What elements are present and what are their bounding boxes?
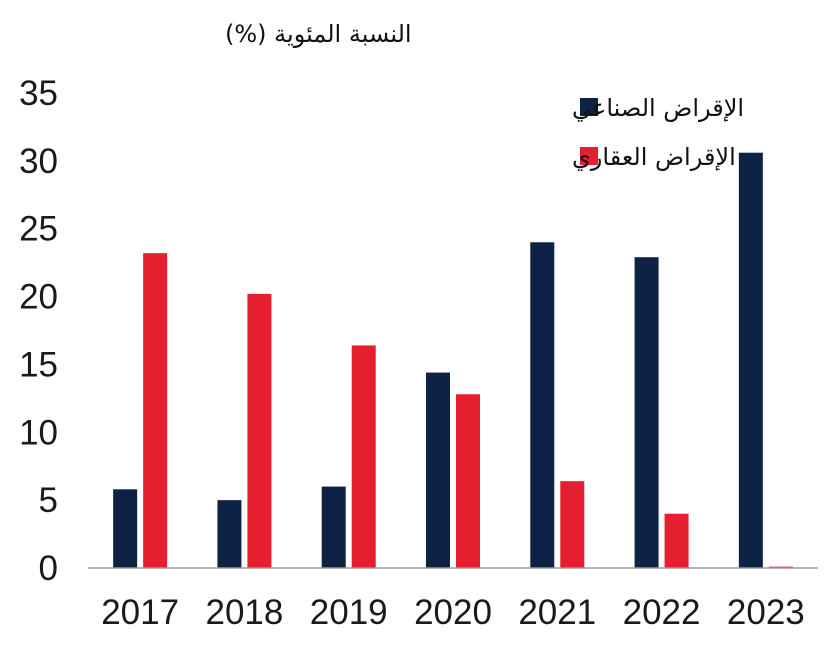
bar-industrial-2017: [113, 489, 138, 568]
x-axis-ticks: 2017 2018 2019 2020 2021 2022 2023: [101, 593, 805, 632]
y-tick-label: 0: [39, 549, 58, 588]
x-tick-label: 2022: [623, 593, 701, 632]
plot-area: [113, 152, 793, 569]
legend-swatch: [580, 147, 598, 165]
bar-industrial-2021: [530, 242, 555, 569]
y-axis-ticks: 0 5 10 15 20 25 30 35: [19, 74, 58, 588]
bar-industrial-2022: [634, 257, 659, 568]
y-tick-label: 25: [19, 210, 58, 249]
bar-real-estate-2017: [143, 253, 168, 568]
y-tick-label: 30: [19, 142, 58, 181]
y-tick-label: 5: [39, 481, 58, 520]
bar-real-estate-2019: [351, 345, 376, 568]
y-axis-title: النسبة المئوية (%): [225, 20, 412, 48]
bar-industrial-2019: [321, 486, 346, 568]
legend: الإقراض الصناعي الإقراض العقاري: [572, 94, 744, 171]
legend-swatch: [580, 98, 598, 116]
x-tick-label: 2021: [518, 593, 596, 632]
x-tick-label: 2020: [414, 593, 492, 632]
x-tick-label: 2018: [205, 593, 283, 632]
y-tick-label: 35: [19, 74, 58, 113]
y-tick-label: 10: [19, 413, 58, 452]
y-tick-label: 20: [19, 278, 58, 317]
bar-real-estate-2020: [456, 394, 480, 568]
legend-label: الإقراض العقاري: [572, 143, 736, 171]
x-tick-label: 2017: [101, 593, 179, 632]
x-tick-label: 2023: [727, 593, 805, 632]
bar-industrial-2023: [738, 152, 763, 568]
x-tick-label: 2019: [310, 593, 388, 632]
bar-industrial-2020: [426, 372, 450, 568]
bar-real-estate-2021: [560, 481, 585, 568]
legend-label: الإقراض الصناعي: [572, 94, 744, 122]
y-tick-label: 15: [19, 345, 58, 384]
bar-industrial-2018: [217, 500, 242, 568]
bar-real-estate-2022: [664, 513, 689, 568]
bar-real-estate-2018: [247, 293, 272, 568]
